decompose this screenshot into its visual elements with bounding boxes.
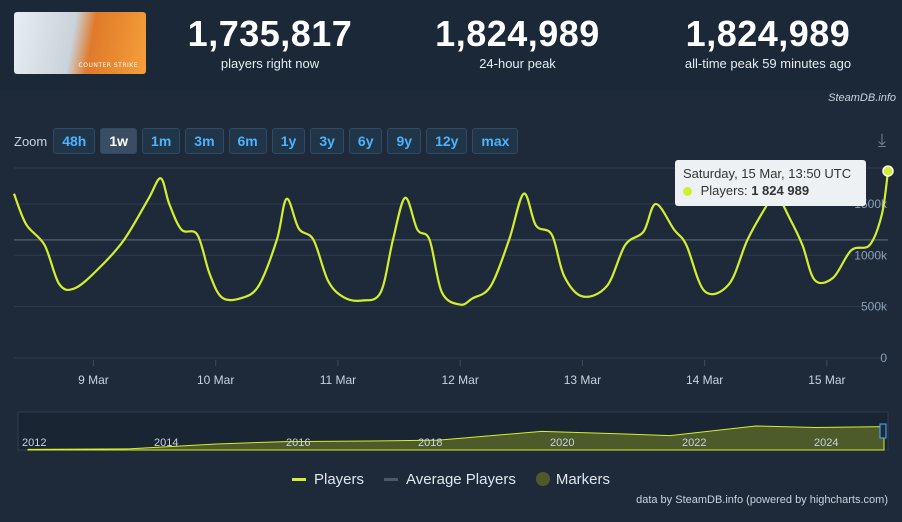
stats-header: COUNTER STRIKE 1,735,817 players right n…	[0, 0, 902, 90]
zoom-1w-button[interactable]: 1w	[100, 128, 138, 154]
current-players-value: 1,735,817	[187, 13, 353, 54]
alltime-peak-label: all-time peak 59 minutes ago	[684, 56, 852, 71]
y-tick-label: 1000k	[854, 248, 888, 262]
zoom-3y-button[interactable]: 3y	[310, 128, 344, 154]
x-tick-label: 11 Mar	[320, 373, 356, 387]
download-icon[interactable]: ⤓	[878, 130, 886, 150]
navigator-area	[27, 425, 885, 451]
x-tick-label: 14 Mar	[686, 373, 723, 387]
navigator-year-label: 2020	[550, 437, 574, 449]
tooltip-series-dot	[683, 187, 692, 197]
x-tick-label: 15 Mar	[808, 373, 845, 387]
current-players-label: players right now	[220, 56, 320, 71]
zoom-1m-button[interactable]: 1m	[142, 128, 181, 154]
zoom-bar: Zoom 48h 1w 1m 3m 6m 1y 3y 6y 9y 12y max	[14, 128, 523, 154]
peak-24h-value: 1,824,989	[435, 13, 600, 54]
zoom-6m-button[interactable]: 6m	[228, 128, 267, 154]
legend-players-swatch	[292, 477, 306, 481]
navigator-year-label: 2018	[418, 437, 442, 449]
highcharts-credit[interactable]: data by SteamDB.info (powered by highcha…	[636, 494, 888, 506]
x-tick-label: 9 Mar	[78, 373, 109, 387]
steamdb-credit-top[interactable]: SteamDB.info	[828, 92, 896, 104]
legend-average-swatch	[384, 477, 399, 481]
tooltip-date: Saturday, 15 Mar, 13:50 UTC	[683, 166, 852, 181]
legend-players[interactable]: Players	[292, 471, 364, 488]
game-thumbnail[interactable]: COUNTER STRIKE	[14, 12, 146, 74]
navigator-year-label: 2022	[682, 437, 706, 449]
zoom-9y-button[interactable]: 9y	[387, 128, 422, 154]
navigator-year-label: 2016	[286, 437, 310, 449]
stat-alltime-peak: 1,824,989 all-time peak 59 minutes ago	[662, 13, 874, 72]
legend-players-label: Players	[314, 470, 365, 488]
zoom-6y-button[interactable]: 6y	[348, 128, 383, 154]
navigator-year-label: 2012	[22, 437, 46, 449]
zoom-12y-button[interactable]: 12y	[426, 128, 468, 154]
y-tick-label: 0	[880, 351, 887, 365]
stat-24h-peak: 1,824,989 24-hour peak	[430, 13, 605, 72]
zoom-max-button[interactable]: max	[472, 128, 519, 154]
zoom-label: Zoom	[14, 133, 48, 149]
zoom-48h-button[interactable]: 48h	[53, 128, 96, 154]
players-point-marker	[882, 165, 894, 177]
peak-24h-label: 24-hour peak	[479, 56, 556, 71]
tooltip-value: 1 824 989	[751, 183, 810, 198]
stat-current: 1,735,817 players right now	[185, 13, 355, 72]
chart-legend: Players Average Players Markers	[0, 468, 902, 490]
game-logo-text: COUNTER STRIKE	[78, 62, 138, 69]
tooltip-row: Players: 1 824 989	[683, 182, 858, 200]
zoom-3m-button[interactable]: 3m	[185, 128, 224, 154]
x-tick-label: 13 Mar	[564, 373, 601, 387]
legend-markers-swatch	[535, 472, 550, 486]
chart-tooltip: Saturday, 15 Mar, 13:50 UTC Players: 1 8…	[675, 160, 866, 206]
legend-markers[interactable]: Markers	[535, 470, 610, 488]
legend-average-label: Average Players	[406, 470, 516, 488]
players-series-line	[12, 170, 890, 306]
navigator-handle	[879, 423, 887, 439]
x-tick-label: 12 Mar	[441, 373, 478, 387]
legend-average-players[interactable]: Average Players	[384, 471, 516, 488]
zoom-1y-button[interactable]: 1y	[271, 128, 306, 154]
tooltip-series-label: Players:	[700, 183, 748, 198]
x-tick-label: 10 Mar	[197, 373, 234, 387]
alltime-peak-value: 1,824,989	[685, 13, 851, 54]
navigator-year-label: 2024	[814, 437, 838, 449]
y-tick-label: 500k	[861, 300, 888, 314]
legend-markers-label: Markers	[555, 470, 610, 488]
navigator-year-label: 2014	[154, 437, 178, 449]
